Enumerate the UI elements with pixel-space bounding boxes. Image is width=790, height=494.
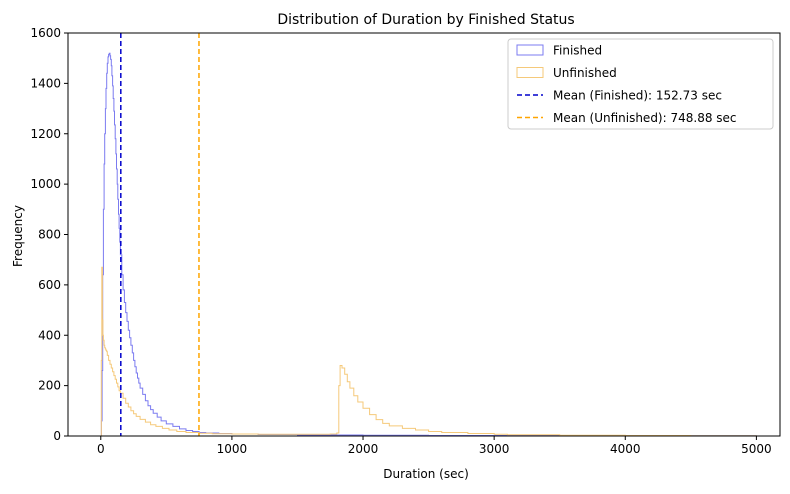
x-tick-label-1000: 1000	[217, 442, 248, 456]
plot-area	[67, 32, 781, 437]
y-tick-label-400: 400	[38, 328, 61, 342]
y-tick-label-200: 200	[38, 379, 61, 393]
chart-title: Distribution of Duration by Finished Sta…	[277, 12, 574, 28]
y-tick-label-1000: 1000	[30, 177, 61, 191]
y-tick-label-1400: 1400	[30, 76, 61, 90]
x-tick-label-5000: 5000	[741, 442, 772, 456]
legend-label-3: Mean (Unfinished): 748.88 sec	[553, 111, 737, 125]
x-tick-label-2000: 2000	[348, 442, 379, 456]
series-unfinished-histogram	[100, 266, 757, 437]
y-axis-label: Frequency	[11, 205, 25, 267]
legend-swatch-1	[516, 67, 544, 78]
y-tick-label-1200: 1200	[30, 127, 61, 141]
y-tick-label-800: 800	[38, 228, 61, 242]
x-axis-label: Duration (sec)	[383, 467, 469, 481]
legend-box	[507, 38, 774, 130]
y-axis: 0 200 400 600 800 1000 1200 1400 1600	[30, 26, 68, 443]
legend-label-0: Finished	[553, 44, 602, 58]
y-tick-label-1600: 1600	[30, 26, 61, 40]
x-axis: 0 1000 2000 3000 4000 5000	[97, 436, 772, 456]
y-tick-label-600: 600	[38, 278, 61, 292]
series-finished-histogram	[100, 52, 757, 437]
y-tick-label-0: 0	[53, 429, 61, 443]
legend: Finished Unfinished Mean (Finished): 152.7…	[507, 38, 774, 130]
legend-swatch-0	[516, 44, 544, 56]
legend-label-1: Unfinished	[553, 66, 617, 80]
x-tick-label-4000: 4000	[610, 442, 641, 456]
x-tick-label-3000: 3000	[479, 442, 510, 456]
legend-label-2: Mean (Finished): 152.73 sec	[553, 89, 722, 103]
x-tick-label-0: 0	[97, 442, 105, 456]
